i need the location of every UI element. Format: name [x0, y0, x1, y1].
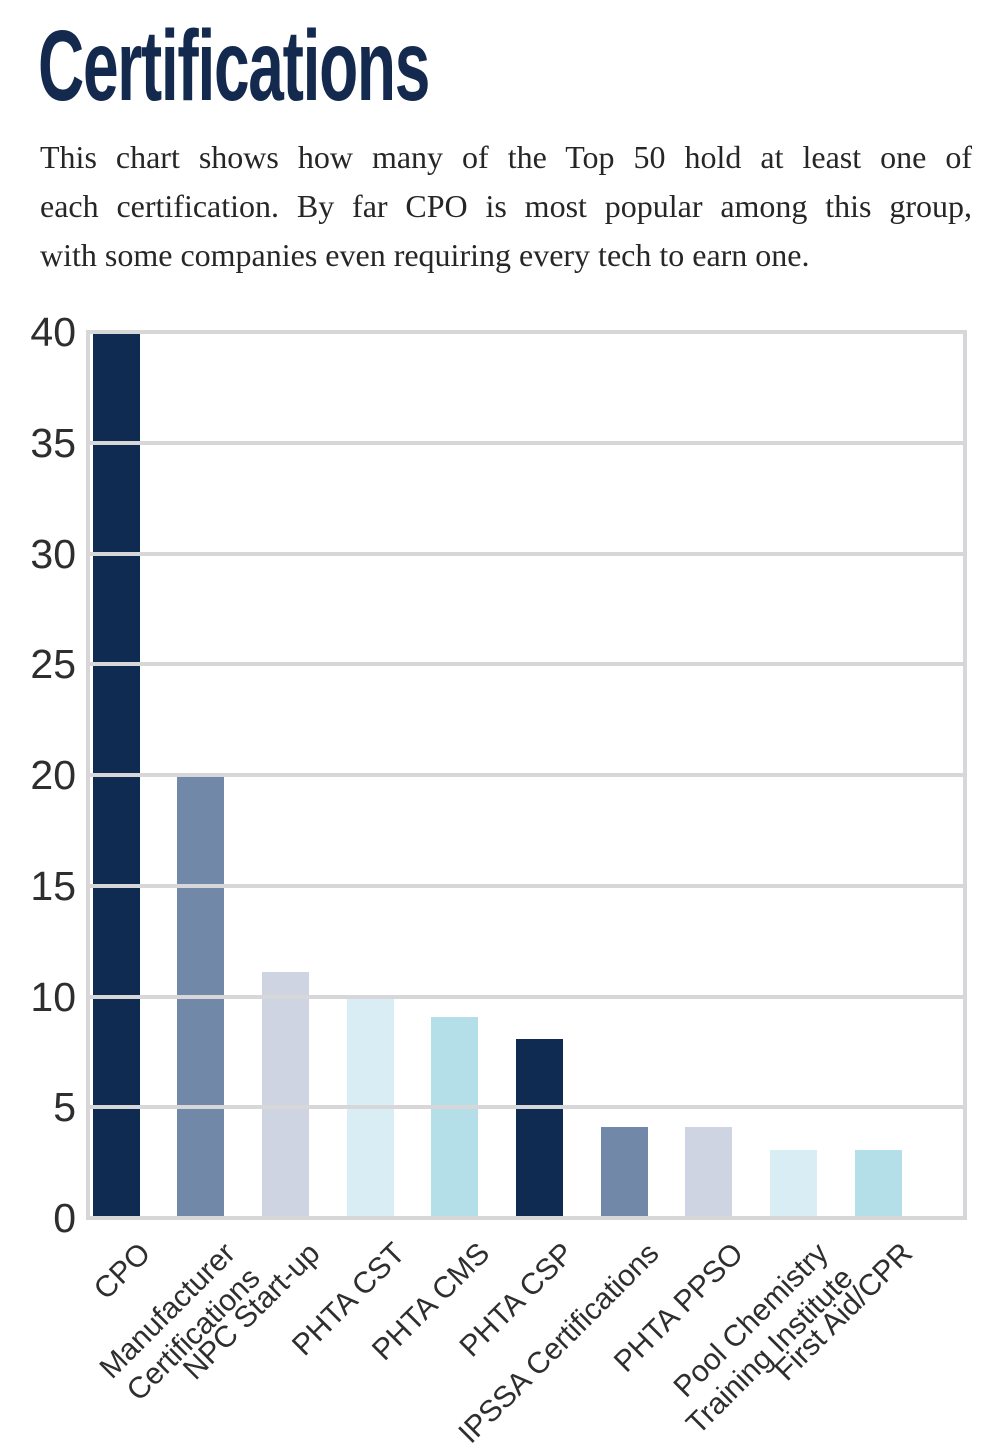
- plot-area: [86, 330, 967, 1220]
- gridline-35: [86, 441, 967, 445]
- x-label-cpo: CPO: [87, 1236, 158, 1307]
- gridline-0: [86, 1216, 967, 1220]
- y-tick-25: 25: [30, 641, 76, 687]
- gridline-15: [86, 884, 967, 888]
- bar-first-aid-cpr: [854, 1149, 902, 1220]
- intro-line-2: each certification. By far CPO is most p…: [40, 188, 972, 224]
- bar-phta-ppso: [685, 1127, 733, 1220]
- bar-pool-chemistry-training-institute: [770, 1149, 818, 1220]
- bar-ipssa-certifications: [600, 1127, 648, 1220]
- gridline-25: [86, 662, 967, 666]
- y-tick-5: 5: [53, 1084, 76, 1130]
- gridline-10: [86, 995, 967, 999]
- y-tick-10: 10: [30, 974, 76, 1020]
- x-axis-labels: CPO Manufacturer Certifications NPC Start-u…: [87, 1226, 990, 1451]
- gridline-5: [86, 1105, 967, 1109]
- y-tick-40: 40: [30, 309, 76, 355]
- gridline-30: [86, 552, 967, 556]
- page-title: Certifications: [38, 10, 430, 122]
- y-axis-labels: 0 5 10 15 20 25 30 35 40: [0, 309, 76, 1241]
- bar-phta-cms: [431, 1016, 479, 1220]
- y-tick-30: 30: [30, 531, 76, 577]
- y-tick-35: 35: [30, 420, 76, 466]
- y-tick-0: 0: [53, 1195, 76, 1241]
- gridline-40: [86, 330, 967, 334]
- intro-text: This chart shows how many of the Top 50 …: [40, 133, 972, 280]
- intro-line-3: with some companies even requiring every…: [40, 237, 810, 273]
- bar-phta-csp: [516, 1038, 563, 1220]
- gridline-20: [86, 773, 967, 777]
- intro-line-1: This chart shows how many of the Top 50 …: [40, 139, 972, 175]
- y-tick-15: 15: [30, 863, 76, 909]
- y-tick-20: 20: [30, 752, 76, 798]
- bar-npc-start-up: [261, 972, 309, 1220]
